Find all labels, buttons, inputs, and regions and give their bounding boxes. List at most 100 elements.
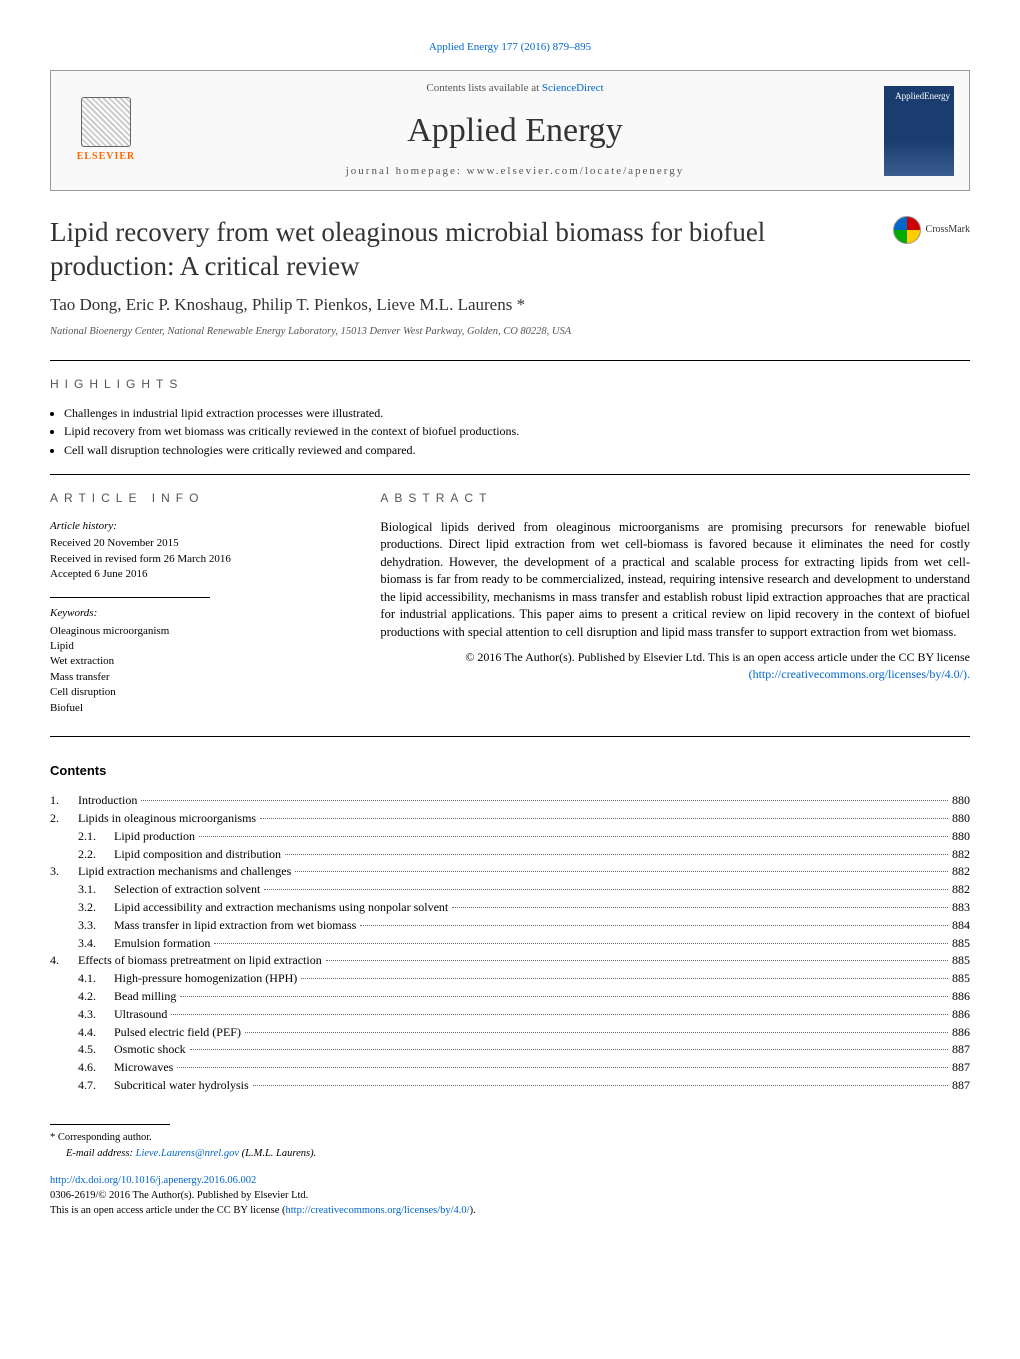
sciencedirect-link[interactable]: ScienceDirect <box>542 82 604 94</box>
toc-title: Ultrasound <box>114 1006 167 1023</box>
toc-entry[interactable]: 2.Lipids in oleaginous microorganisms 88… <box>50 810 970 827</box>
footnote-rule <box>50 1124 170 1125</box>
toc-entry[interactable]: 4.Effects of biomass pretreatment on lip… <box>50 952 970 969</box>
crossmark-badge[interactable]: CrossMark <box>893 216 970 244</box>
toc-page: 886 <box>952 1024 970 1041</box>
keyword-rule <box>50 597 210 598</box>
journal-homepage: journal homepage: www.elsevier.com/locat… <box>146 164 884 179</box>
toc-leader-dots <box>264 889 948 890</box>
keywords-label: Keywords: <box>50 606 340 621</box>
toc-number: 4.4. <box>78 1024 114 1041</box>
toc-leader-dots <box>360 925 948 926</box>
toc-leader-dots <box>452 907 948 908</box>
toc-entry[interactable]: 4.6.Microwaves 887 <box>50 1059 970 1076</box>
article-title: Lipid recovery from wet oleaginous micro… <box>50 216 893 284</box>
toc-entry[interactable]: 3.4.Emulsion formation 885 <box>50 935 970 952</box>
toc-leader-dots <box>199 836 948 837</box>
toc-page: 887 <box>952 1077 970 1094</box>
toc-title: Lipid extraction mechanisms and challeng… <box>78 863 291 880</box>
toc-title: Osmotic shock <box>114 1041 186 1058</box>
toc-number: 4.6. <box>78 1059 114 1076</box>
toc-title: Subcritical water hydrolysis <box>114 1077 249 1094</box>
keyword: Biofuel <box>50 701 340 716</box>
toc-number: 4.1. <box>78 970 114 987</box>
toc-number: 3.1. <box>78 881 114 898</box>
history-received: Received 20 November 2015 <box>50 536 340 551</box>
toc-entry[interactable]: 2.2.Lipid composition and distribution 8… <box>50 846 970 863</box>
contents-prefix: Contents lists available at <box>426 82 541 94</box>
highlight-item: Lipid recovery from wet biomass was crit… <box>64 423 970 440</box>
toc-entry[interactable]: 4.5.Osmotic shock 887 <box>50 1041 970 1058</box>
toc-page: 884 <box>952 917 970 934</box>
toc-leader-dots <box>326 960 948 961</box>
toc-title: Pulsed electric field (PEF) <box>114 1024 241 1041</box>
toc-entry[interactable]: 4.4.Pulsed electric field (PEF) 886 <box>50 1024 970 1041</box>
corresponding-author: * Corresponding author. <box>50 1131 970 1146</box>
keyword: Lipid <box>50 639 340 654</box>
email-link[interactable]: Lieve.Laurens@nrel.gov <box>136 1148 239 1159</box>
info-abstract-row: ARTICLE INFO Article history: Received 2… <box>50 490 970 716</box>
homepage-url[interactable]: www.elsevier.com/locate/apenergy <box>467 165 685 177</box>
toc-entry[interactable]: 4.7.Subcritical water hydrolysis 887 <box>50 1077 970 1094</box>
crossmark-icon <box>893 216 921 244</box>
highlight-item: Challenges in industrial lipid extractio… <box>64 405 970 422</box>
abstract-column: ABSTRACT Biological lipids derived from … <box>380 490 970 716</box>
toc-number: 1. <box>50 792 78 809</box>
toc-leader-dots <box>214 943 948 944</box>
toc-entry[interactable]: 1.Introduction 880 <box>50 792 970 809</box>
elsevier-logo: ELSEVIER <box>66 91 146 171</box>
contents-header: Contents <box>50 762 970 780</box>
crossmark-label: CrossMark <box>926 223 970 237</box>
oa-prefix: This is an open access article under the… <box>50 1205 286 1216</box>
abstract-text: Biological lipids derived from oleaginou… <box>380 519 970 642</box>
oa-link[interactable]: http://creativecommons.org/licenses/by/4… <box>286 1205 470 1216</box>
toc-page: 886 <box>952 1006 970 1023</box>
header-citation: Applied Energy 177 (2016) 879–895 <box>50 40 970 55</box>
toc-entry[interactable]: 4.3.Ultrasound 886 <box>50 1006 970 1023</box>
toc-title: Lipids in oleaginous microorganisms <box>78 810 256 827</box>
toc-entry[interactable]: 2.1.Lipid production 880 <box>50 828 970 845</box>
toc-leader-dots <box>177 1067 948 1068</box>
license-link[interactable]: (http://creativecommons.org/licenses/by/… <box>749 667 970 681</box>
toc-page: 887 <box>952 1041 970 1058</box>
toc-title: Lipid composition and distribution <box>114 846 281 863</box>
keyword: Cell disruption <box>50 685 340 700</box>
toc-entry[interactable]: 4.1.High-pressure homogenization (HPH) 8… <box>50 970 970 987</box>
history-label: Article history: <box>50 519 340 534</box>
toc-number: 4. <box>50 952 78 969</box>
toc-title: Bead milling <box>114 988 176 1005</box>
toc-number: 2. <box>50 810 78 827</box>
authors: Tao Dong, Eric P. Knoshaug, Philip T. Pi… <box>50 293 970 317</box>
elsevier-text: ELSEVIER <box>77 150 136 164</box>
email-footnote: E-mail address: Lieve.Laurens@nrel.gov (… <box>50 1147 970 1162</box>
toc-entry[interactable]: 3.2.Lipid accessibility and extraction m… <box>50 899 970 916</box>
elsevier-tree-icon <box>81 97 131 147</box>
toc-entry[interactable]: 4.2.Bead milling 886 <box>50 988 970 1005</box>
section-rule <box>50 736 970 737</box>
article-history: Article history: Received 20 November 20… <box>50 519 340 583</box>
toc-entry[interactable]: 3.Lipid extraction mechanisms and challe… <box>50 863 970 880</box>
toc-page: 880 <box>952 792 970 809</box>
toc-title: Mass transfer in lipid extraction from w… <box>114 917 356 934</box>
affiliation: National Bioenergy Center, National Rene… <box>50 325 970 340</box>
toc-leader-dots <box>253 1085 948 1086</box>
toc-number: 3.4. <box>78 935 114 952</box>
license-text: © 2016 The Author(s). Published by Elsev… <box>465 650 970 664</box>
toc-page: 880 <box>952 810 970 827</box>
toc-leader-dots <box>285 854 948 855</box>
journal-cover-thumbnail: AppliedEnergy <box>884 86 954 176</box>
toc-number: 4.3. <box>78 1006 114 1023</box>
keyword: Wet extraction <box>50 654 340 669</box>
toc-leader-dots <box>171 1014 948 1015</box>
toc-page: 882 <box>952 846 970 863</box>
article-info-column: ARTICLE INFO Article history: Received 2… <box>50 490 340 716</box>
contents-available-line: Contents lists available at ScienceDirec… <box>146 81 884 96</box>
toc-title: Introduction <box>78 792 137 809</box>
toc-page: 882 <box>952 863 970 880</box>
toc-leader-dots <box>180 996 948 997</box>
toc-leader-dots <box>141 800 948 801</box>
doi-link[interactable]: http://dx.doi.org/10.1016/j.apenergy.201… <box>50 1175 256 1186</box>
doi-block: http://dx.doi.org/10.1016/j.apenergy.201… <box>50 1174 970 1218</box>
toc-entry[interactable]: 3.1.Selection of extraction solvent 882 <box>50 881 970 898</box>
toc-entry[interactable]: 3.3.Mass transfer in lipid extraction fr… <box>50 917 970 934</box>
